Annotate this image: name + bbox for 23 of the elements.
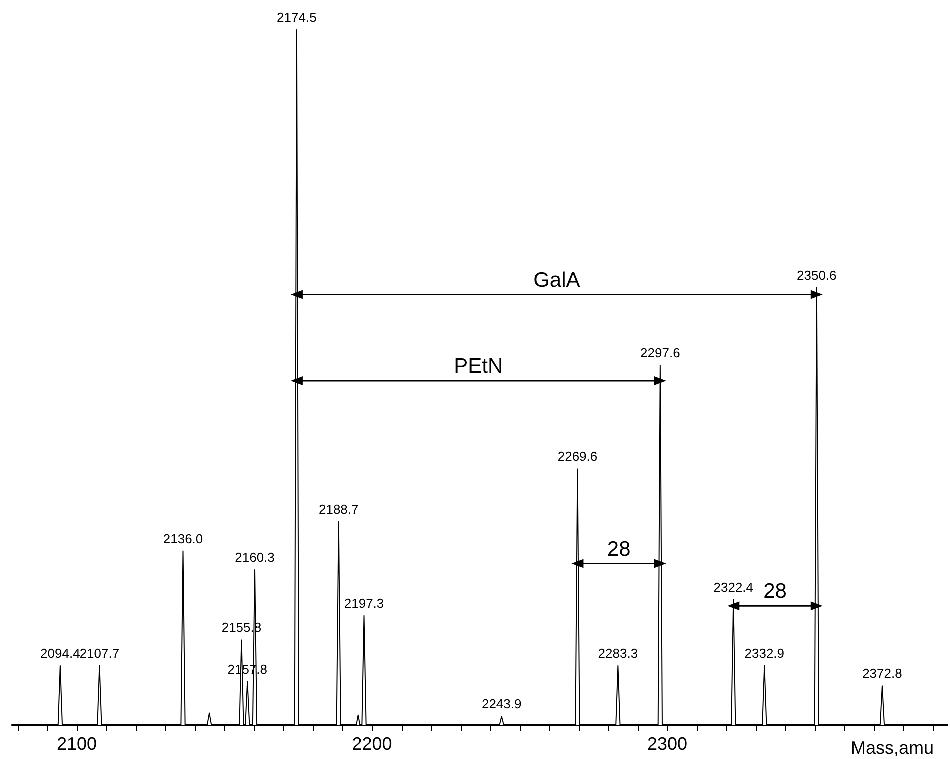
x-tick-label: 2300 bbox=[647, 734, 688, 754]
x-axis-title: Mass,amu bbox=[850, 738, 934, 758]
annotation: 2188.7 bbox=[318, 502, 359, 518]
annotation: 2372.8 bbox=[862, 666, 902, 682]
annotation: 2094.4 bbox=[40, 646, 80, 661]
annotation: 2243.9 bbox=[482, 696, 522, 712]
series-label: 28 bbox=[607, 538, 631, 561]
annotation: 2160.3 bbox=[235, 550, 275, 566]
annotation: 2332.9 bbox=[744, 646, 785, 661]
series-label: 28 bbox=[764, 580, 787, 604]
x-tick-label: 2100 bbox=[56, 734, 97, 754]
annotation: 2197.3 bbox=[344, 596, 384, 611]
x-tick-label: 2200 bbox=[352, 734, 392, 754]
annotation: 2136.0 bbox=[163, 531, 204, 546]
annotation: 2174.5 bbox=[277, 10, 317, 25]
annotation: 2297.6 bbox=[640, 346, 680, 361]
annotation: 2350.6 bbox=[797, 268, 837, 283]
annotation: 2283.3 bbox=[598, 646, 638, 661]
annotation: 2322.4 bbox=[714, 580, 754, 595]
series-label: PEtN bbox=[454, 354, 504, 378]
annotation: 2269.6 bbox=[558, 449, 598, 464]
series-label: GalA bbox=[534, 268, 580, 292]
annotation: 2107.7 bbox=[80, 646, 120, 661]
